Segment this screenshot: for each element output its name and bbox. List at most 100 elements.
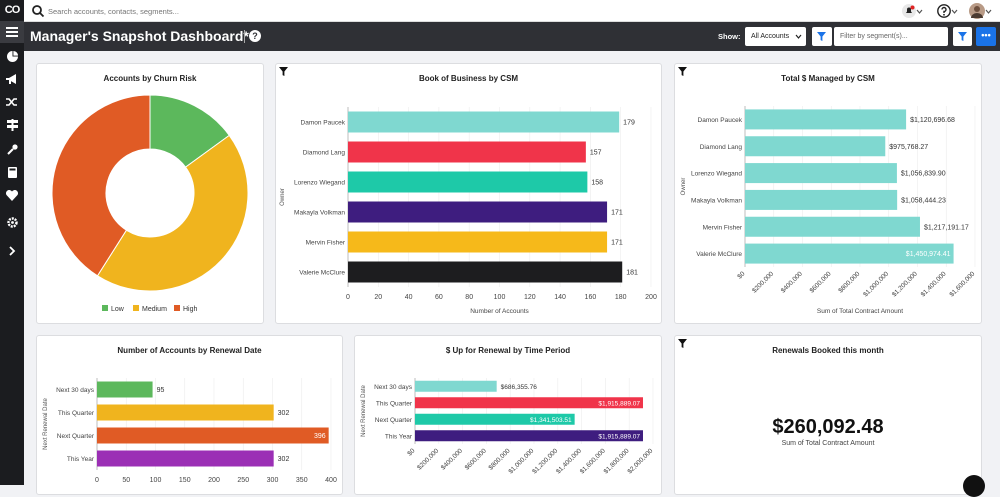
chevron-down-icon [795, 34, 802, 39]
funnel-icon[interactable] [678, 67, 687, 76]
data-label: 179 [623, 120, 635, 127]
x-tick-label: 350 [296, 477, 308, 484]
bar [97, 427, 329, 444]
bar [745, 109, 907, 130]
bar [348, 261, 623, 283]
help-button[interactable] [937, 3, 958, 19]
y-tick-label: Mervin Fisher [306, 240, 346, 247]
funnel-icon[interactable] [678, 339, 687, 348]
global-search-input[interactable] [48, 3, 348, 19]
pie-chart-icon[interactable] [0, 45, 24, 67]
segment-filter-input[interactable]: Filter by segment(s)... [834, 27, 948, 46]
x-tick-label: 120 [524, 294, 536, 301]
bar [415, 397, 643, 409]
data-label: $1,341,503.51 [530, 417, 572, 424]
legend-swatch [102, 305, 108, 311]
y-tick-label: This Quarter [58, 410, 95, 417]
bar [745, 243, 954, 264]
churn-risk-chart: Low Medium High [51, 94, 249, 313]
bar [348, 141, 586, 163]
bar [348, 231, 608, 253]
card-title: Renewals Booked this month [772, 346, 884, 355]
data-label: 396 [314, 433, 326, 440]
x-tick-label: 200 [645, 294, 657, 301]
x-tick-label: $600,000 [464, 447, 488, 471]
wrench-icon[interactable] [0, 138, 24, 160]
y-tick-label: Diamond Lang [303, 150, 346, 157]
funnel-icon[interactable] [279, 67, 288, 76]
x-tick-label: $600,000 [809, 270, 833, 294]
x-tick-label: 250 [237, 477, 249, 484]
bar [415, 413, 575, 425]
x-tick-label: 400 [325, 477, 337, 484]
accounts-select[interactable]: All Accounts [745, 27, 806, 46]
bar [415, 380, 497, 392]
data-label: 157 [590, 150, 602, 157]
card-title: Accounts by Churn Risk [103, 74, 197, 83]
divider [244, 30, 245, 43]
renewal-period-card: $ Up for Renewal by Time Period $0 $200,0… [354, 335, 662, 495]
funnel-icon [958, 32, 967, 41]
x-tick-label: 180 [615, 294, 627, 301]
y-axis-label: Next Renewal Date [43, 397, 49, 449]
top-bar [24, 0, 1000, 22]
bar [348, 201, 608, 223]
bar [415, 430, 643, 442]
y-tick-label: Next 30 days [56, 387, 95, 394]
data-label: $1,915,889.07 [598, 400, 640, 407]
x-tick-label: $400,000 [440, 447, 464, 471]
data-label: 171 [611, 240, 623, 247]
user-menu-button[interactable] [969, 3, 992, 19]
y-tick-label: Lorenzo Wiegand [294, 180, 345, 187]
card-title: Book of Business by CSM [418, 74, 519, 83]
y-axis-label: Owner [280, 188, 286, 206]
filter-button[interactable] [953, 27, 972, 46]
signpost-icon[interactable] [0, 114, 24, 136]
x-tick-label: 200 [208, 477, 220, 484]
x-tick-label: 150 [179, 477, 191, 484]
book-of-business-chart: 0 20 40 60 80 100 120 140 160 180 200 Damon Paucek 1… [280, 107, 657, 315]
notifications-button[interactable] [902, 3, 923, 19]
funnel-icon [817, 32, 826, 41]
x-axis-label: Number of Accounts [470, 308, 529, 315]
avatar [969, 3, 985, 19]
chat-button[interactable] [963, 475, 985, 497]
y-tick-label: Valerie McClure [696, 251, 742, 258]
segment-filter-button[interactable] [812, 27, 832, 46]
y-tick-label: Damon Paucek [698, 117, 743, 124]
legend-label: Low [111, 306, 125, 313]
data-label: $1,056,839.90 [901, 171, 946, 178]
bar [97, 450, 274, 467]
megaphone-icon[interactable] [0, 68, 24, 90]
x-tick-label: 100 [150, 477, 162, 484]
bell-icon [902, 4, 916, 18]
chevron-right-icon[interactable] [0, 240, 24, 262]
data-label: $1,120,696.68 [910, 117, 955, 124]
bar [745, 216, 920, 237]
x-tick-label: 0 [346, 294, 350, 301]
bar [97, 404, 274, 421]
bar [745, 189, 898, 210]
calculator-icon[interactable] [0, 161, 24, 183]
data-label: $975,768.27 [889, 144, 928, 151]
x-tick-label: 100 [494, 294, 506, 301]
legend-label: High [183, 306, 198, 313]
churn-risk-card: Accounts by Churn Risk Low Medium High [36, 63, 264, 324]
data-label: 181 [626, 270, 638, 277]
heartbeat-icon[interactable] [0, 184, 24, 206]
y-axis-label: Next Renewal Date [361, 384, 367, 436]
data-label: 158 [591, 180, 603, 187]
data-label: 171 [611, 210, 623, 217]
more-options-button[interactable]: ••• [976, 27, 996, 46]
total-managed-card: Total $ Managed by CSM $0 $200,000 $400,00… [674, 63, 982, 324]
shuffle-icon[interactable] [0, 91, 24, 113]
help-icon[interactable]: ? [249, 30, 261, 42]
renewals-booked-card: Renewals Booked this month $260,092.48 S… [674, 335, 982, 495]
renewal-period-chart: $0 $200,000 $400,000 $600,000 $800,000$1,000… [361, 378, 655, 475]
x-tick-label: $800,000 [487, 447, 511, 471]
data-label: $1,450,974.41 [906, 251, 951, 258]
x-tick-label: 20 [374, 294, 382, 301]
y-axis-label: Owner [681, 178, 687, 196]
gear-icon[interactable] [0, 211, 24, 233]
menu-icon[interactable] [0, 21, 24, 43]
